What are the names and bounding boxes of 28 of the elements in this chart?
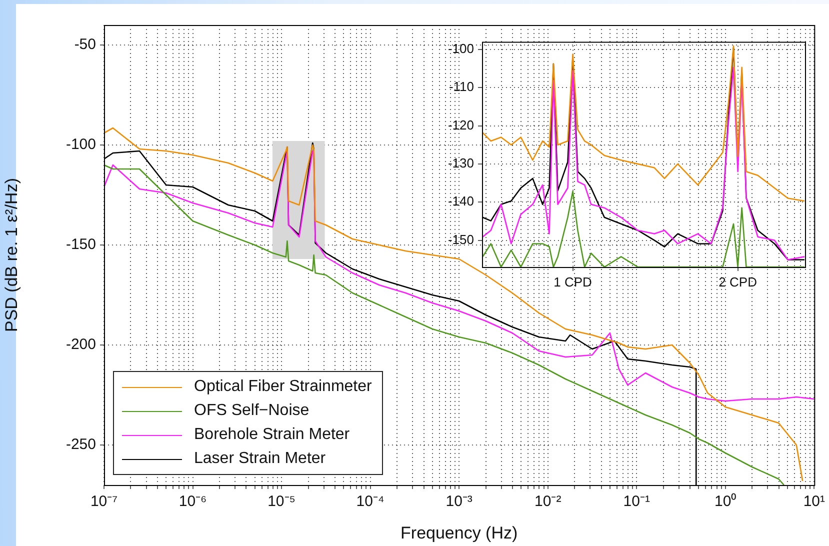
y-tick-label: -150 bbox=[448, 232, 474, 247]
y-tick-label: -130 bbox=[448, 156, 474, 171]
y-tick-label: -120 bbox=[448, 117, 474, 132]
x-tick-label: 2 CPD bbox=[718, 274, 757, 290]
y-tick-label: -110 bbox=[448, 79, 474, 94]
x-tick-label: 1 CPD bbox=[554, 274, 592, 290]
y-tick-label: -50 bbox=[74, 36, 96, 54]
legend-label: Borehole Strain Meter bbox=[194, 425, 350, 445]
legend-label: Optical Fiber Strainmeter bbox=[194, 377, 372, 397]
x-tick-label: 10⁻³ bbox=[446, 493, 472, 510]
y-tick-label: -150 bbox=[66, 236, 96, 254]
x-tick-label: 10⁰ bbox=[714, 493, 736, 510]
x-tick-label: 10⁻² bbox=[534, 493, 562, 510]
x-tick-label: 10¹ bbox=[803, 493, 826, 510]
y-tick-label: -250 bbox=[66, 436, 96, 454]
y-axis-title: PSD (dB re. 1 ε²/Hz) bbox=[2, 178, 21, 332]
x-tick-label: 10⁻⁶ bbox=[178, 493, 207, 510]
legend-label: Laser Strain Meter bbox=[194, 449, 326, 469]
x-tick-label: 10⁻⁴ bbox=[356, 493, 384, 510]
y-tick-label: -140 bbox=[448, 194, 474, 209]
y-tick-label: -200 bbox=[66, 336, 96, 354]
x-tick-label: 10⁻⁷ bbox=[90, 493, 118, 510]
x-tick-label: 10⁻⁵ bbox=[268, 493, 296, 510]
legend-label: OFS Self−Noise bbox=[194, 401, 310, 421]
x-tick-label: 10⁻¹ bbox=[623, 493, 650, 510]
x-axis-title: Frequency (Hz) bbox=[400, 523, 518, 542]
y-tick-label: -100 bbox=[448, 41, 474, 56]
y-tick-label: -100 bbox=[66, 136, 96, 154]
